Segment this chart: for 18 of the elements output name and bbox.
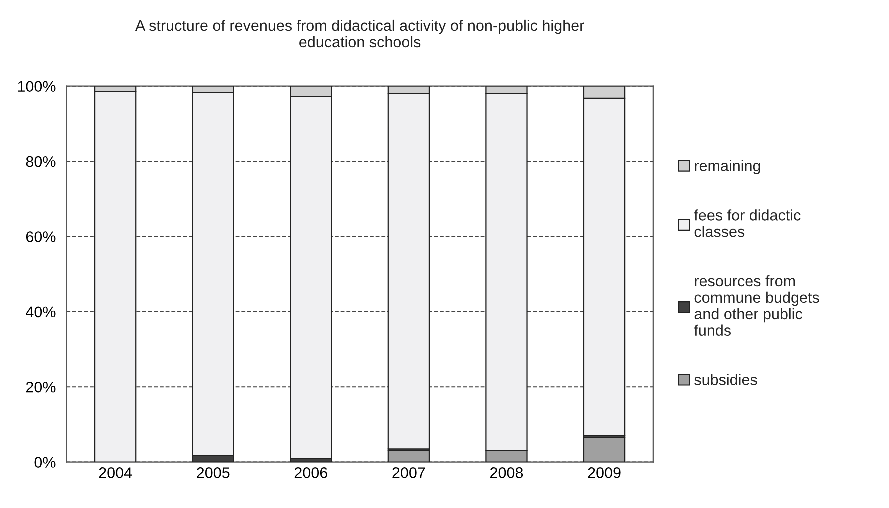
legend-label: fees for didactic classes xyxy=(694,210,801,238)
y-tick-label: 100% xyxy=(18,81,56,92)
legend-label: remaining xyxy=(695,160,760,174)
x-tick-label: 2008 xyxy=(490,468,524,478)
y-tick-label: 0% xyxy=(34,457,56,468)
x-tick-label: 2005 xyxy=(197,468,230,478)
legend-label: subsidies xyxy=(694,374,758,386)
legend-label: resources from commune budgets and other public funds xyxy=(694,275,820,336)
y-tick-label: 80% xyxy=(26,156,56,168)
y-tick-label: 40% xyxy=(26,306,56,318)
x-tick-label: 2006 xyxy=(294,468,328,478)
y-tick-label: 20% xyxy=(26,382,56,393)
x-tick-label: 2007 xyxy=(392,468,426,478)
y-tick-label: 60% xyxy=(26,232,56,242)
x-tick-label: 2004 xyxy=(99,468,132,478)
chart-title: A structure of revenues from didactical activity of non-public higher education schools xyxy=(135,20,584,48)
bar xyxy=(583,437,626,462)
x-tick-label: 2009 xyxy=(588,468,621,478)
